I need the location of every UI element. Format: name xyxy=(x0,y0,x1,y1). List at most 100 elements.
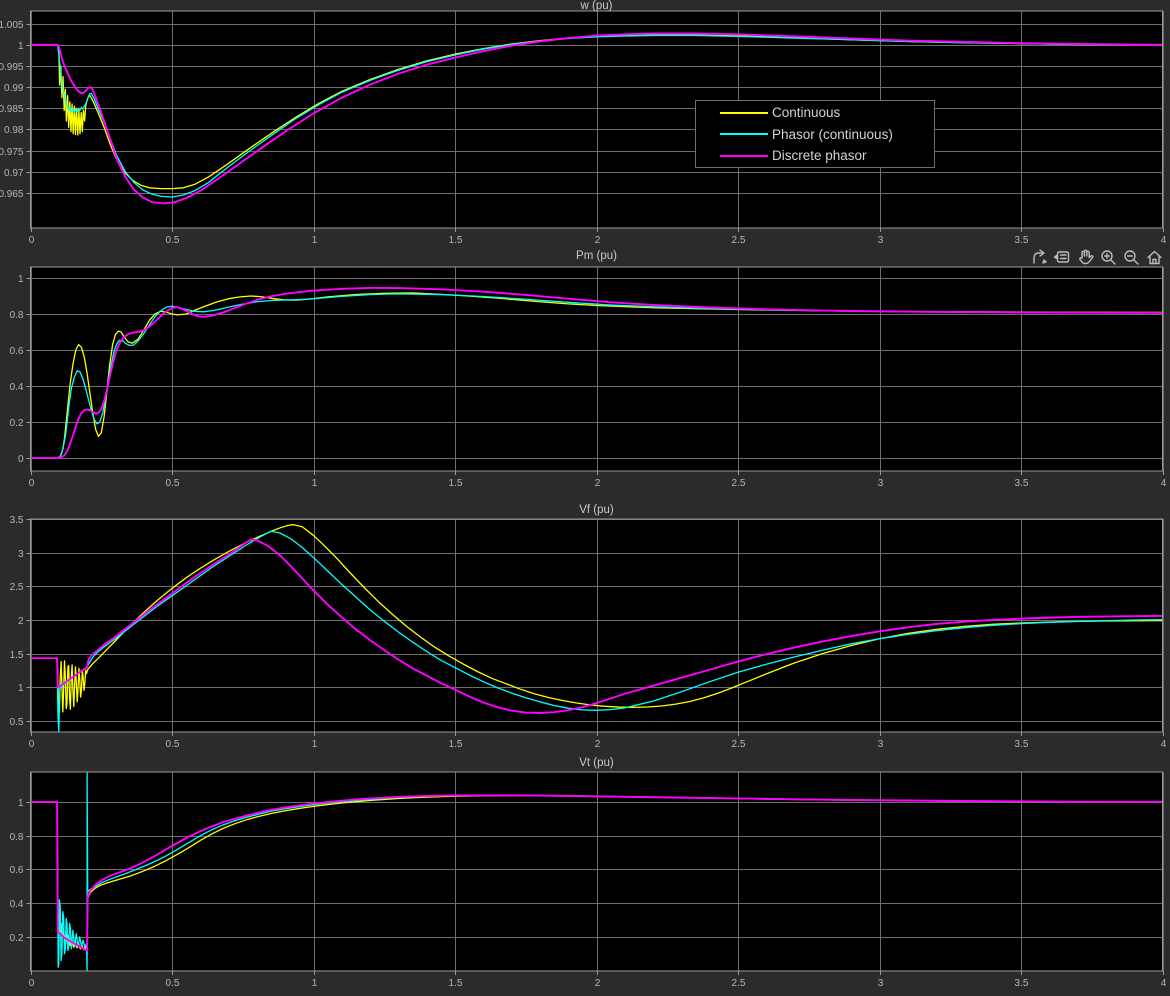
svg-text:3: 3 xyxy=(878,478,884,489)
series-pm-discrete-phasor xyxy=(30,286,1163,459)
legend-label: Continuous xyxy=(772,105,841,120)
series-w-discrete-phasor xyxy=(30,32,1163,205)
svg-text:1: 1 xyxy=(312,478,318,489)
legend-line-sample xyxy=(720,133,768,135)
legend-label: Discrete phasor xyxy=(772,148,867,163)
series-vt-discrete-phasor xyxy=(30,794,1163,952)
series-pm-continuous xyxy=(30,292,1163,459)
home-icon[interactable] xyxy=(1145,248,1164,267)
series-group-w xyxy=(30,32,1163,205)
svg-text:1.5: 1.5 xyxy=(449,978,463,989)
series-vf-discrete-phasor xyxy=(30,538,1163,714)
svg-text:0.2: 0.2 xyxy=(10,418,24,429)
svg-text:0.98: 0.98 xyxy=(4,125,24,136)
zoom-out-icon[interactable] xyxy=(1122,248,1141,267)
axes-border-vt xyxy=(30,771,1163,972)
svg-text:1.5: 1.5 xyxy=(449,739,463,750)
svg-text:0.5: 0.5 xyxy=(166,478,180,489)
series-group-vf xyxy=(30,524,1163,732)
svg-text:0.8: 0.8 xyxy=(10,832,24,843)
svg-text:3: 3 xyxy=(878,978,884,989)
svg-text:0.985: 0.985 xyxy=(0,104,24,115)
series-group-pm xyxy=(30,286,1163,459)
data-tips-icon[interactable] xyxy=(1053,248,1072,267)
subplot-vt-title: Vt (pu) xyxy=(579,757,614,769)
svg-text:2.5: 2.5 xyxy=(732,235,746,246)
svg-text:1.5: 1.5 xyxy=(449,235,463,246)
svg-text:1.5: 1.5 xyxy=(10,650,24,661)
svg-text:0.4: 0.4 xyxy=(10,382,24,393)
axes-border-pm xyxy=(30,266,1163,472)
axes-border-w xyxy=(30,10,1163,229)
legend-entry-1[interactable]: Phasor (continuous) xyxy=(696,124,934,144)
svg-text:1: 1 xyxy=(312,235,318,246)
export-icon[interactable] xyxy=(1030,248,1049,267)
svg-text:3.5: 3.5 xyxy=(1015,478,1029,489)
svg-text:0.97: 0.97 xyxy=(4,168,24,179)
subplot-vf-title: Vf (pu) xyxy=(579,504,614,516)
svg-text:2: 2 xyxy=(595,235,601,246)
svg-text:3.5: 3.5 xyxy=(10,515,24,526)
svg-text:0: 0 xyxy=(29,235,35,246)
svg-text:0.5: 0.5 xyxy=(10,717,24,728)
svg-text:1: 1 xyxy=(18,683,24,694)
axes-border-vf xyxy=(30,518,1163,733)
subplot-vt: 0 0.5 1 1.5 2 2.5 3 3.5 4 0.2 0.4 0.6 0.8 1 xyxy=(10,771,1167,989)
legend-line-sample xyxy=(720,154,768,157)
grid-pm xyxy=(30,267,1164,471)
svg-text:1: 1 xyxy=(18,798,24,809)
svg-text:4: 4 xyxy=(1161,478,1167,489)
svg-text:0.4: 0.4 xyxy=(10,899,24,910)
svg-text:2: 2 xyxy=(595,978,601,989)
legend-entry-0[interactable]: Continuous xyxy=(696,103,934,123)
series-group-vt xyxy=(30,772,1163,971)
svg-text:0: 0 xyxy=(29,478,35,489)
svg-text:1.5: 1.5 xyxy=(449,478,463,489)
svg-text:3.5: 3.5 xyxy=(1015,739,1029,750)
axes-pm[interactable] xyxy=(30,267,1163,471)
svg-text:0.5: 0.5 xyxy=(166,739,180,750)
svg-text:0: 0 xyxy=(18,454,24,465)
svg-text:3.5: 3.5 xyxy=(1015,978,1029,989)
tick-labels-vt: 0 0.5 1 1.5 2 2.5 3 3.5 4 0.2 0.4 0.6 0.8 1 xyxy=(10,798,1167,989)
subplot-w-title: w (pu) xyxy=(580,0,613,12)
svg-text:3.5: 3.5 xyxy=(1015,235,1029,246)
pan-icon[interactable] xyxy=(1076,248,1095,267)
svg-text:1: 1 xyxy=(18,274,24,285)
svg-text:1: 1 xyxy=(18,41,24,52)
svg-text:0.8: 0.8 xyxy=(10,310,24,321)
svg-text:0: 0 xyxy=(29,739,35,750)
svg-text:0.995: 0.995 xyxy=(0,62,24,73)
legend-label: Phasor (continuous) xyxy=(772,126,893,142)
series-w-phasor-continuous- xyxy=(30,34,1163,198)
series-pm-phasor-continuous- xyxy=(30,293,1163,459)
legend-entry-2[interactable]: Discrete phasor xyxy=(696,146,934,166)
svg-text:0.975: 0.975 xyxy=(0,147,24,158)
svg-text:4: 4 xyxy=(1161,978,1167,989)
axes-w[interactable] xyxy=(30,11,1163,228)
tick-labels-pm: 0 0.5 1 1.5 2 2.5 3 3.5 4 0 0.2 0.4 0.6 0.8 1 xyxy=(10,274,1167,489)
subplot-pm: 0 0.5 1 1.5 2 2.5 3 3.5 4 0 0.2 0.4 0.6 0.8 1 xyxy=(10,266,1167,489)
svg-text:0.6: 0.6 xyxy=(10,865,24,876)
legend-line-sample xyxy=(720,111,768,114)
svg-text:4: 4 xyxy=(1161,739,1167,750)
svg-text:0.965: 0.965 xyxy=(0,189,24,200)
subplot-pm-title: Pm (pu) xyxy=(576,250,617,262)
svg-text:2.5: 2.5 xyxy=(732,478,746,489)
svg-text:2.5: 2.5 xyxy=(732,978,746,989)
svg-text:2.5: 2.5 xyxy=(732,739,746,750)
svg-text:1: 1 xyxy=(312,978,318,989)
zoom-in-icon[interactable] xyxy=(1099,248,1118,267)
subplot-vf: 0 0.5 1 1.5 2 2.5 3 3.5 4 0.5 1 1.5 2 2.5 3 3.5 xyxy=(10,515,1167,750)
svg-text:2: 2 xyxy=(595,739,601,750)
svg-text:4: 4 xyxy=(1161,235,1167,246)
svg-text:1.005: 1.005 xyxy=(0,20,24,31)
svg-text:2: 2 xyxy=(18,616,24,627)
legend[interactable]: Continuous Phasor (continuous) Discrete ph… xyxy=(695,100,935,168)
tick-labels-vf: 0 0.5 1 1.5 2 2.5 3 3.5 4 0.5 1 1.5 2 2.5 3 3.5 xyxy=(10,515,1167,750)
svg-text:2.5: 2.5 xyxy=(10,582,24,593)
svg-text:0: 0 xyxy=(29,978,35,989)
svg-text:0.5: 0.5 xyxy=(166,235,180,246)
